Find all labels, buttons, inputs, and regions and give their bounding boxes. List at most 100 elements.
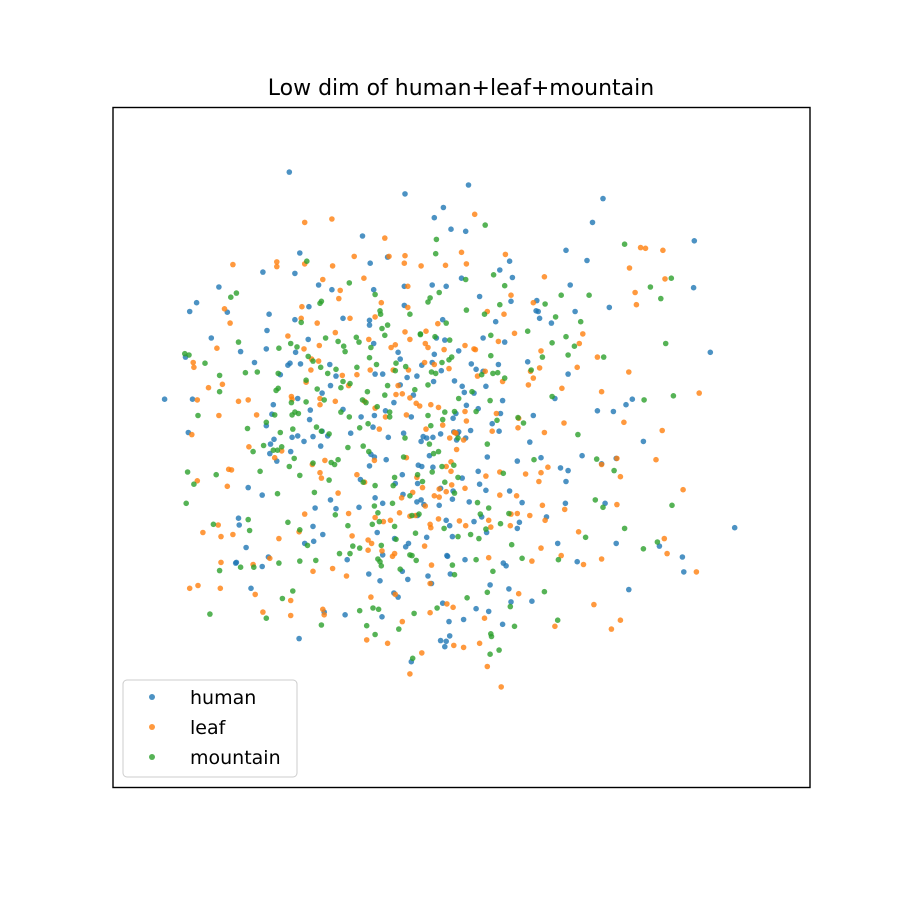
- point-leaf-221: [458, 249, 465, 256]
- point-human-36: [161, 396, 168, 403]
- point-mountain-230: [432, 250, 439, 257]
- point-human-155: [189, 396, 196, 403]
- point-human-188: [460, 616, 467, 623]
- point-mountain-36: [274, 447, 281, 454]
- point-mountain-168: [356, 545, 363, 551]
- point-leaf-124: [632, 289, 638, 296]
- point-mountain-147: [326, 477, 332, 483]
- point-leaf-4: [189, 431, 195, 438]
- point-human-159: [533, 308, 539, 314]
- point-leaf-71: [245, 397, 251, 403]
- point-leaf-52: [252, 591, 258, 598]
- point-mountain-219: [464, 595, 470, 601]
- point-leaf-47: [541, 429, 548, 436]
- point-human-85: [446, 522, 453, 529]
- point-leaf-51: [329, 216, 335, 222]
- point-leaf-102: [403, 412, 410, 418]
- point-mountain-91: [321, 397, 328, 403]
- point-human-3: [530, 412, 537, 419]
- point-mountain-179: [487, 651, 493, 657]
- point-mountain-131: [555, 556, 562, 563]
- point-human-90: [344, 556, 351, 563]
- point-human-178: [471, 518, 477, 525]
- legend-marker-mountain: [149, 754, 155, 760]
- point-human-108: [377, 578, 383, 584]
- point-human-70: [506, 258, 513, 265]
- point-leaf-137: [617, 473, 624, 480]
- point-mountain-166: [442, 479, 448, 486]
- point-leaf-24: [393, 391, 399, 398]
- point-human-34: [509, 274, 516, 281]
- point-mountain-231: [216, 567, 223, 574]
- point-mountain-247: [279, 595, 286, 602]
- point-human-230: [449, 496, 456, 503]
- point-human-262: [294, 433, 301, 439]
- point-human-246: [439, 600, 446, 606]
- point-human-151: [372, 495, 378, 501]
- point-human-227: [691, 238, 698, 244]
- point-leaf-246: [456, 518, 463, 524]
- point-human-39: [473, 605, 479, 612]
- point-human-158: [418, 497, 424, 503]
- point-mountain-261: [425, 412, 431, 419]
- point-mountain-111: [412, 386, 418, 393]
- point-human-142: [366, 463, 373, 469]
- point-mountain-176: [366, 354, 373, 361]
- point-leaf-32: [448, 468, 454, 475]
- point-leaf-114: [444, 601, 450, 607]
- point-mountain-237: [519, 555, 525, 562]
- point-mountain-213: [366, 448, 372, 455]
- point-leaf-173: [314, 320, 321, 326]
- point-mountain-84: [443, 320, 450, 326]
- point-human-67: [467, 427, 474, 434]
- point-leaf-236: [462, 522, 469, 529]
- point-mountain-229: [417, 331, 424, 338]
- point-leaf-134: [271, 454, 278, 461]
- point-leaf-207: [451, 642, 457, 649]
- point-leaf-222: [320, 606, 326, 613]
- point-leaf-176: [575, 529, 582, 535]
- point-leaf-87: [382, 414, 389, 420]
- point-leaf-214: [507, 522, 514, 529]
- point-mountain-223: [485, 505, 492, 511]
- point-leaf-109: [315, 358, 322, 364]
- point-leaf-9: [488, 524, 494, 530]
- point-mountain-233: [412, 530, 419, 536]
- point-leaf-111: [463, 418, 470, 424]
- point-mountain-174: [482, 222, 489, 228]
- point-leaf-105: [332, 398, 339, 405]
- point-leaf-117: [343, 573, 350, 579]
- point-leaf-240: [388, 344, 394, 351]
- point-human-40: [404, 374, 410, 381]
- point-leaf-254: [536, 365, 543, 371]
- point-mountain-16: [524, 328, 531, 335]
- point-leaf-232: [219, 381, 226, 388]
- point-human-163: [329, 286, 335, 293]
- point-leaf-63: [594, 354, 601, 360]
- point-mountain-155: [287, 340, 294, 347]
- point-mountain-37: [426, 441, 433, 447]
- point-human-200: [446, 618, 452, 625]
- point-human-173: [367, 260, 374, 267]
- point-leaf-205: [428, 524, 434, 531]
- point-leaf-113: [659, 427, 665, 434]
- point-mountain-134: [244, 425, 251, 432]
- point-mountain-62: [592, 497, 599, 503]
- point-mountain-263: [469, 388, 475, 395]
- point-leaf-131: [482, 368, 489, 375]
- point-human-229: [436, 502, 443, 509]
- point-mountain-28: [670, 393, 677, 399]
- point-mountain-188: [275, 370, 282, 377]
- point-leaf-220: [428, 401, 434, 408]
- point-mountain-5: [455, 533, 461, 540]
- point-mountain-15: [476, 535, 482, 542]
- point-mountain-128: [360, 443, 367, 449]
- point-leaf-116: [380, 518, 387, 525]
- point-mountain-187: [477, 511, 484, 517]
- point-leaf-21: [436, 494, 443, 500]
- point-leaf-175: [538, 469, 544, 476]
- point-human-125: [208, 335, 215, 341]
- point-human-172: [563, 478, 569, 485]
- point-human-15: [473, 366, 479, 373]
- point-mountain-164: [310, 358, 316, 364]
